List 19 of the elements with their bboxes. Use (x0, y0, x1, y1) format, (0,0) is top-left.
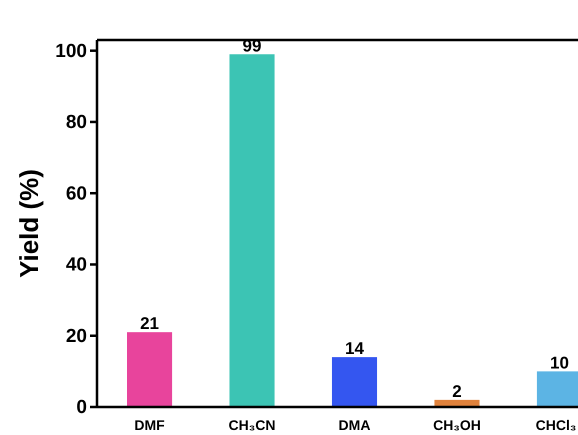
bar (332, 357, 378, 407)
x-tick-label: CHCl₃ (536, 417, 576, 433)
bar (127, 332, 172, 407)
y-axis-title: Yield (%) (14, 169, 44, 278)
y-tick-label: 40 (66, 254, 87, 276)
bar (229, 54, 275, 407)
x-tick-label: DMF (134, 417, 166, 433)
data-label: 10 (550, 353, 569, 372)
data-label: 21 (140, 314, 160, 334)
y-tick-label: 100 (55, 40, 87, 62)
x-tick-label: DMA (338, 417, 370, 433)
y-tick-label: 60 (66, 183, 87, 204)
y-tick-label: 20 (66, 326, 87, 347)
x-tick-label: CH₃CN (228, 417, 276, 433)
y-tick-label: 0 (76, 397, 87, 418)
x-tick-label: CH₃OH (433, 417, 481, 433)
data-label: 14 (345, 339, 364, 358)
data-label: 2 (452, 382, 462, 401)
y-tick-label: 80 (66, 112, 87, 134)
